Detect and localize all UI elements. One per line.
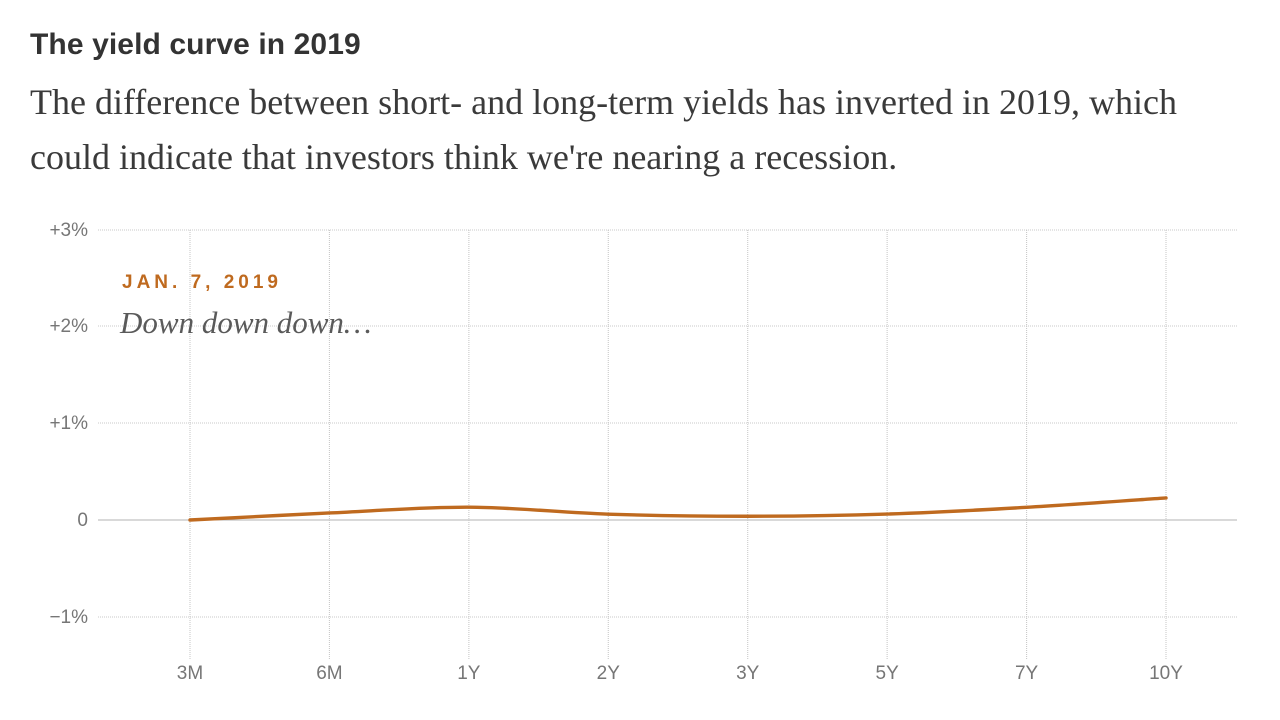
- svg-text:6M: 6M: [316, 663, 342, 684]
- svg-text:0: 0: [77, 510, 88, 531]
- svg-text:−1%: −1%: [49, 607, 88, 628]
- svg-text:1Y: 1Y: [457, 663, 481, 684]
- svg-text:3M: 3M: [177, 663, 203, 684]
- svg-text:+1%: +1%: [49, 413, 88, 434]
- svg-text:2Y: 2Y: [597, 663, 621, 684]
- svg-text:7Y: 7Y: [1015, 663, 1039, 684]
- svg-text:Down down down…: Down down down…: [119, 305, 371, 340]
- svg-text:JAN. 7, 2019: JAN. 7, 2019: [122, 272, 282, 293]
- svg-text:5Y: 5Y: [876, 663, 900, 684]
- svg-text:10Y: 10Y: [1149, 663, 1183, 684]
- svg-text:+3%: +3%: [49, 220, 88, 241]
- svg-text:+2%: +2%: [49, 316, 88, 337]
- svg-text:3Y: 3Y: [736, 663, 760, 684]
